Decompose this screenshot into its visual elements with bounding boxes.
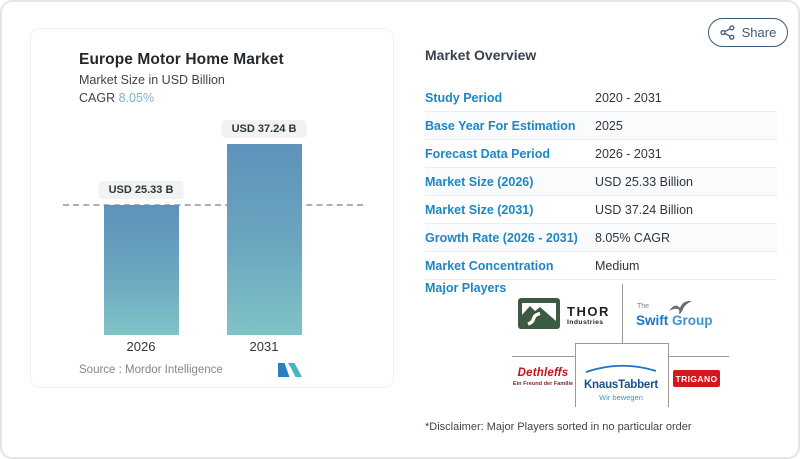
table-row: Market Size (2026) USD 25.33 Billion — [425, 168, 777, 196]
overview-title: Market Overview — [425, 47, 537, 63]
thor-wordmark: THOR — [567, 304, 610, 320]
dethleffs-wordmark: Dethleffs — [517, 367, 569, 379]
market-chart-card: Europe Motor Home Market Market Size in … — [30, 28, 394, 388]
row-value: 2025 — [595, 118, 623, 133]
swift-wordmark: Swift — [636, 313, 669, 328]
x-axis-label: 2026 — [126, 339, 156, 354]
thor-icon — [518, 298, 560, 334]
knaus-arc-icon — [576, 360, 666, 378]
table-row: Market Concentration Medium — [425, 252, 777, 280]
trigano-wordmark: TRIGANO — [675, 373, 718, 384]
row-label: Market Concentration — [425, 258, 554, 273]
row-label: Market Size (2031) — [425, 202, 534, 217]
table-row: Growth Rate (2026 - 2031) 8.05% CAGR — [425, 224, 777, 252]
dethleffs-logo: Dethleffs Ein Freund der Familie — [510, 367, 576, 387]
source-value: Mordor Intelligence — [125, 364, 223, 376]
row-value: USD 37.24 Billion — [595, 202, 693, 217]
knaus-wordmark: KnausTabbert — [583, 379, 659, 391]
swift-group-wordmark: Group — [672, 313, 713, 328]
disclaimer-text: *Disclaimer: Major Players sorted in no … — [425, 421, 692, 433]
reference-line — [63, 204, 363, 206]
mordor-intelligence-logo-icon — [278, 362, 303, 383]
table-row: Base Year For Estimation 2025 — [425, 112, 777, 140]
bar-2026 — [104, 205, 179, 335]
table-row: Study Period 2020 - 2031 — [425, 84, 777, 112]
thor-sub-wordmark: Industries — [567, 319, 604, 327]
overview-table: Study Period 2020 - 2031 Base Year For E… — [425, 84, 777, 280]
row-value: Medium — [595, 258, 640, 273]
row-label: Study Period — [425, 90, 503, 105]
bar-chart: USD 25.33 B USD 37.24 B 2026 2031 — [31, 29, 393, 387]
swift-the-label: The — [637, 303, 650, 310]
logo-grid-divider — [512, 356, 575, 357]
bar-value-label: USD 25.33 B — [98, 181, 184, 199]
cagr-line: CAGR 8.05% — [79, 91, 154, 105]
row-label: Forecast Data Period — [425, 146, 551, 161]
swift-group-logo: The Swift Group — [636, 299, 726, 332]
knaus-tabbert-logo: KnausTabbert Wir bewegen — [576, 360, 666, 402]
major-players-label: Major Players — [425, 281, 507, 295]
knaus-tagline: Wir bewegen — [599, 393, 643, 402]
row-label: Base Year For Estimation — [425, 118, 576, 133]
bar-value-label: USD 37.24 B — [221, 120, 307, 138]
row-label: Growth Rate (2026 - 2031) — [425, 230, 578, 245]
thor-industries-logo: THOR Industries — [518, 297, 622, 335]
row-value: 8.05% CAGR — [595, 230, 671, 245]
logo-grid-divider — [622, 284, 623, 343]
x-axis-label: 2031 — [249, 339, 279, 354]
cagr-label: CAGR — [79, 91, 116, 105]
trigano-logo: TRIGANO — [673, 370, 720, 387]
share-button[interactable]: Share — [708, 18, 788, 47]
knaus-tabbert-cell — [575, 343, 669, 407]
share-icon — [720, 25, 735, 40]
table-row: Market Size (2031) USD 37.24 Billion — [425, 196, 777, 224]
row-value: 2026 - 2031 — [595, 146, 662, 161]
source-line: Source : Mordor Intelligence — [79, 364, 223, 376]
cagr-value: 8.05% — [118, 91, 155, 105]
logo-grid-divider — [667, 356, 729, 357]
row-value: USD 25.33 Billion — [595, 174, 693, 189]
chart-title: Europe Motor Home Market — [79, 51, 284, 68]
bar-2031 — [227, 144, 302, 335]
row-value: 2020 - 2031 — [595, 90, 662, 105]
source-label: Source : — [79, 364, 122, 376]
share-label: Share — [741, 25, 777, 40]
dethleffs-tagline: Ein Freund der Familie — [512, 381, 574, 387]
chart-subtitle: Market Size in USD Billion — [79, 73, 225, 87]
row-label: Market Size (2026) — [425, 174, 534, 189]
swift-bird-icon — [668, 299, 694, 320]
table-row: Forecast Data Period 2026 - 2031 — [425, 140, 777, 168]
